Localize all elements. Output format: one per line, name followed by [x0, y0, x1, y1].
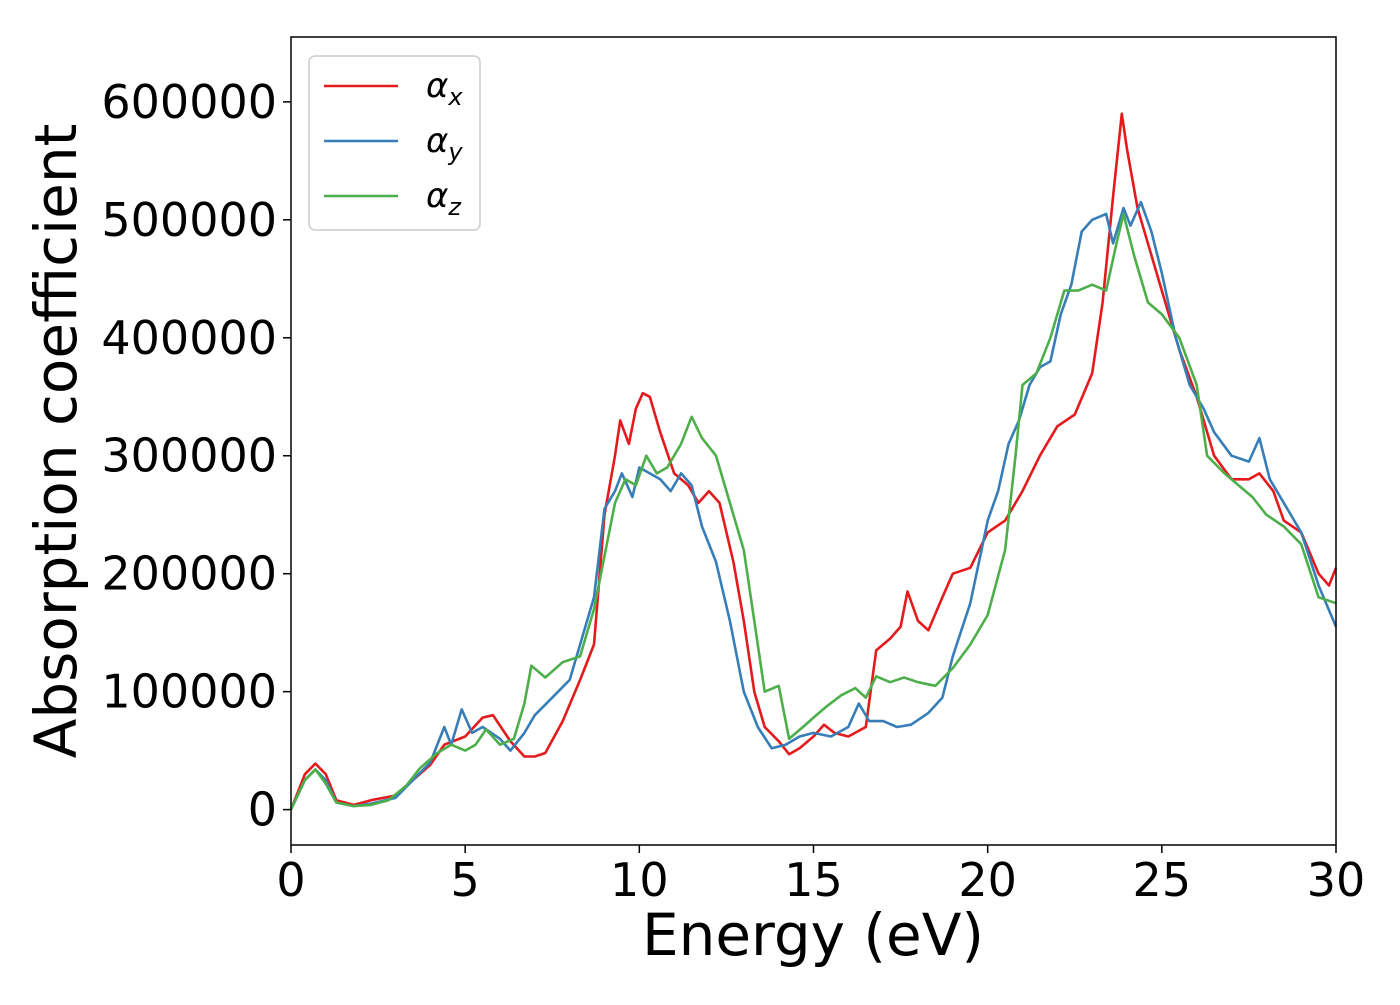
series-line-y [289, 200, 1338, 811]
x-tick-label: 15 [784, 853, 843, 907]
x-tick-label: 5 [451, 853, 480, 907]
x-tick-label: 10 [610, 853, 669, 907]
y-axis-ticks: 0 100000 200000 300000 400000 500000 600000 [101, 75, 291, 837]
y-axis-label: Absorption coefficient [22, 124, 90, 759]
x-tick-label: 0 [276, 853, 305, 907]
legend-label-x: αx [426, 66, 463, 111]
y-tick-label: 600000 [101, 75, 277, 129]
y-tick-label: 100000 [101, 665, 277, 719]
legend-label-base: α [426, 66, 448, 106]
legend-label-base: α [426, 176, 448, 216]
legend-label-sub: z [447, 193, 462, 221]
series-line-x [289, 112, 1338, 811]
legend-label-sub: y [447, 138, 463, 166]
y-tick-label: 200000 [101, 547, 277, 601]
legend-label-base: α [426, 121, 448, 161]
x-tick-label: 20 [958, 853, 1017, 907]
legend-label-y: αy [426, 121, 463, 166]
y-tick-label: 0 [248, 783, 277, 837]
legend-label-z: αz [426, 176, 462, 221]
y-tick-label: 300000 [101, 429, 277, 483]
x-tick-label: 30 [1307, 853, 1366, 907]
legend-box [308, 55, 481, 231]
x-axis-ticks: 0 5 10 15 20 25 30 [276, 845, 1365, 907]
legend-label-sub: x [447, 83, 463, 111]
x-tick-label: 25 [1133, 853, 1192, 907]
x-axis-label: Energy (eV) [642, 901, 984, 969]
y-tick-label: 500000 [101, 193, 277, 247]
series-line-z [289, 212, 1337, 811]
series-layer [289, 112, 1338, 811]
y-tick-label: 400000 [101, 311, 277, 365]
